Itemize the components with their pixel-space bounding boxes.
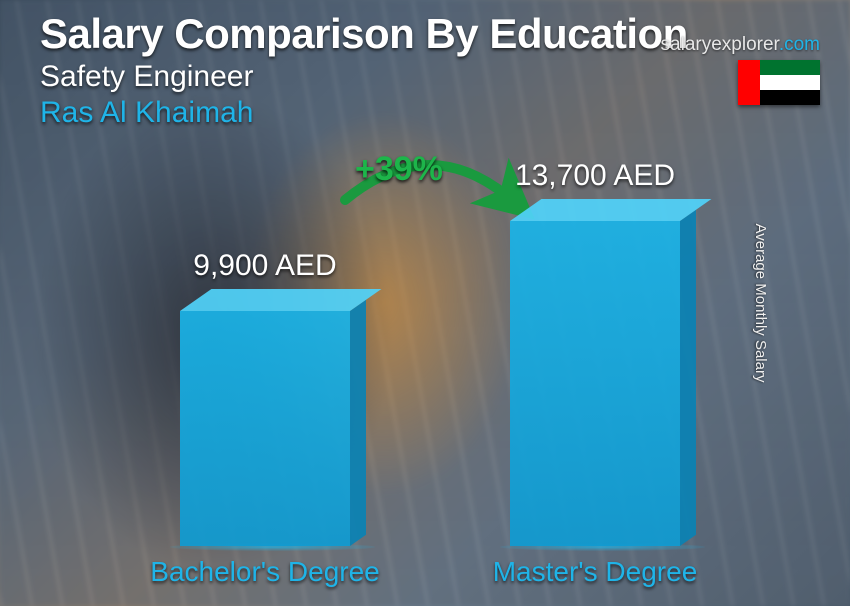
- bar-top: [510, 199, 711, 221]
- watermark-brand: salaryexplorer: [661, 34, 779, 55]
- bar-side: [680, 210, 696, 546]
- bar-masters: [510, 221, 680, 546]
- bar-label: Master's Degree: [445, 556, 745, 588]
- percent-increase-badge: +39%: [355, 150, 443, 189]
- watermark-tld: .com: [779, 34, 820, 55]
- bar-front: [180, 311, 350, 546]
- chart-container: Salary Comparison By Education Safety En…: [0, 0, 850, 606]
- bar-side: [350, 300, 366, 546]
- header: Salary Comparison By Education Safety En…: [40, 10, 810, 130]
- chart-area: +39% 9,900 AED Bachelor's Degree 13,700 …: [0, 166, 850, 606]
- bar-front: [510, 221, 680, 546]
- bar-value: 13,700 AED: [465, 159, 725, 193]
- watermark: salaryexplorer.com: [661, 34, 820, 56]
- chart-subtitle: Safety Engineer: [40, 60, 810, 94]
- bar-label: Bachelor's Degree: [115, 556, 415, 588]
- bar-top: [180, 289, 381, 311]
- bar-bachelors: [180, 311, 350, 546]
- increase-arrow-icon: [0, 166, 850, 606]
- bar-value: 9,900 AED: [135, 249, 395, 283]
- uae-flag-icon: [738, 60, 820, 105]
- chart-location: Ras Al Khaimah: [40, 96, 810, 130]
